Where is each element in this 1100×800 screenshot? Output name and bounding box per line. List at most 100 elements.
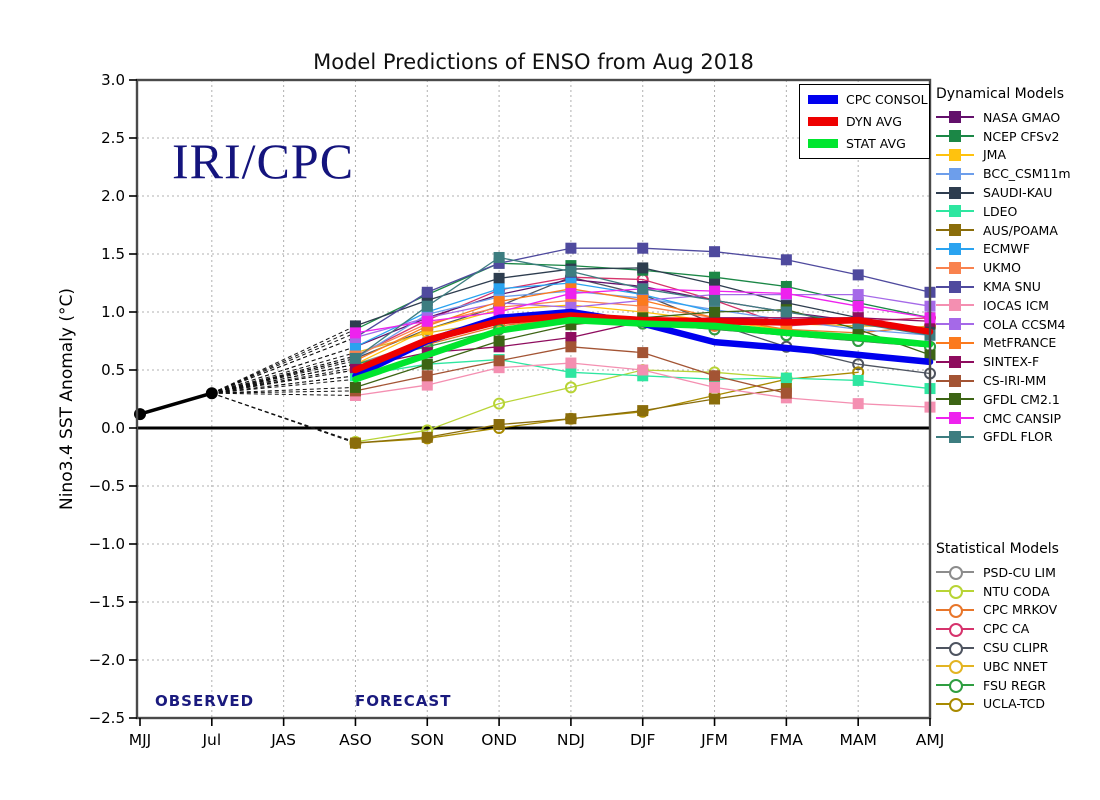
marker-square (493, 355, 505, 367)
marker-square (349, 320, 361, 332)
circle-marker-icon (936, 659, 974, 675)
marker-square (493, 257, 505, 269)
forecast-fan-line (211, 392, 356, 444)
marker-square (637, 289, 649, 301)
legend-item: UKMO (936, 258, 1098, 277)
legend-label: GFDL CM2.1 (983, 391, 1060, 407)
forecast-fan-line (211, 392, 356, 443)
y-tick-label: −1.5 (89, 593, 125, 611)
x-tick-label: NDJ (557, 731, 585, 749)
marker-square (493, 272, 505, 284)
marker-square (421, 379, 433, 391)
marker-square (421, 306, 433, 318)
legend-item: JMA (936, 146, 1098, 165)
marker-square (709, 306, 721, 318)
legend-label: FSU REGR (983, 677, 1046, 693)
legend-label: AUS/POAMA (983, 222, 1058, 238)
marker-square (780, 297, 792, 309)
marker-square (637, 300, 649, 312)
legend-item: NTU CODA (936, 582, 1098, 601)
y-tick-label: 2.0 (101, 187, 125, 205)
marker-square (565, 277, 577, 289)
main-legend-box: CPC CONSOL DYN AVG STAT AVG (799, 84, 930, 159)
forecast-fan-line (211, 390, 356, 394)
main-legend-item: DYN AVG (808, 114, 923, 129)
square-marker-icon (936, 186, 974, 200)
square-marker-icon (936, 336, 974, 350)
marker-square (852, 289, 864, 301)
legend-label: UKMO (983, 260, 1021, 276)
marker-circle (564, 381, 577, 394)
forecast-label: FORECAST (355, 692, 452, 710)
statistical-models-header: Statistical Models (936, 541, 1059, 557)
legend-item: MetFRANCE (936, 334, 1098, 353)
legend-label: NTU CODA (983, 583, 1050, 599)
main-legend-item: CPC CONSOL (808, 92, 928, 107)
series-line-ecmwf (354, 282, 716, 348)
observed-label: OBSERVED (155, 692, 255, 710)
circle-marker-icon (936, 678, 974, 694)
legend-item: IOCAS ICM (936, 296, 1098, 315)
x-tick-label: JFM (700, 731, 728, 749)
forecast-fan-line (211, 378, 356, 394)
marker-square (349, 327, 361, 339)
legend-color-bar-icon (808, 95, 838, 104)
legend-color-bar-icon (808, 139, 838, 148)
square-marker-icon (936, 280, 974, 294)
square-marker-icon (936, 129, 974, 143)
marker-square (780, 372, 792, 384)
square-marker-icon (936, 374, 974, 388)
forecast-fan-line (211, 325, 356, 394)
x-tick-label: SON (410, 731, 444, 749)
forecast-fan-line (211, 375, 356, 394)
marker-square (637, 242, 649, 254)
series-line-ukmo (354, 299, 716, 357)
marker-square (493, 251, 505, 263)
legend-item: GFDL CM2.1 (936, 390, 1098, 409)
marker-square (852, 398, 864, 410)
marker-square (780, 280, 792, 292)
legend-item: CPC CA (936, 619, 1098, 638)
marker-square (852, 318, 864, 330)
legend-item: UBC NNET (936, 657, 1098, 676)
marker-square (349, 381, 361, 393)
marker-square (565, 294, 577, 306)
y-tick-label: −2.0 (89, 651, 125, 669)
y-tick-label: 1.0 (101, 303, 125, 321)
legend-item: CSU CLIPR (936, 638, 1098, 657)
marker-square (565, 287, 577, 299)
legend-label: CPC MRKOV (983, 602, 1058, 618)
marker-square (565, 341, 577, 353)
circle-marker-icon (936, 565, 974, 581)
legend-label: KMA SNU (983, 279, 1041, 295)
marker-square (493, 306, 505, 318)
square-marker-icon (936, 167, 974, 181)
legend-label: SINTEX-F (983, 354, 1040, 370)
legend-item: FSU REGR (936, 676, 1098, 695)
marker-square (565, 265, 577, 277)
marker-square (493, 283, 505, 295)
marker-square (709, 294, 721, 306)
legend-item: COLA CCSM4 (936, 315, 1098, 334)
marker-square (493, 341, 505, 353)
x-tick-label: DJF (630, 731, 656, 749)
marker-square (780, 323, 792, 335)
legend-item: SAUDI-KAU (936, 183, 1098, 202)
marker-square (565, 357, 577, 369)
marker-square (565, 366, 577, 378)
legend-item: UCLA-TCD (936, 695, 1098, 714)
observed-line (139, 391, 213, 416)
square-marker-icon (936, 355, 974, 369)
marker-square (493, 335, 505, 347)
circle-marker-icon (936, 603, 974, 618)
marker-circle (852, 358, 865, 371)
legend-item: CPC MRKOV (936, 601, 1098, 620)
square-marker-icon (936, 148, 974, 162)
square-marker-icon (936, 298, 974, 312)
legend-label: BCC_CSM11m (983, 166, 1071, 182)
marker-square (493, 362, 505, 374)
circle-marker-icon (936, 641, 974, 656)
legend-label: NCEP CFSv2 (983, 128, 1060, 144)
marker-square (349, 352, 361, 364)
marker-square (852, 323, 864, 335)
